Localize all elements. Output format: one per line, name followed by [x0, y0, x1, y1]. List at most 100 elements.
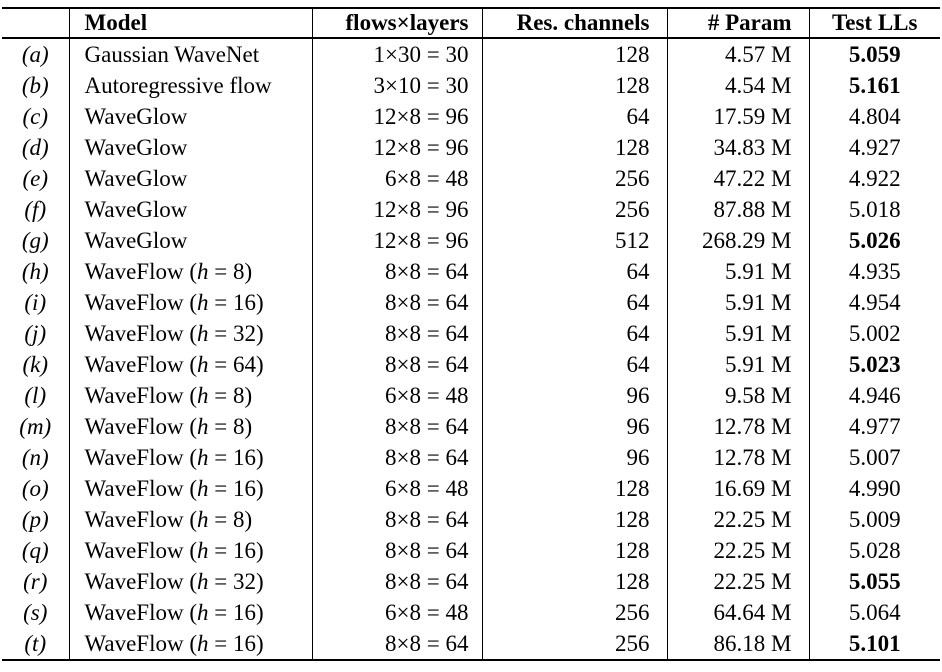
num-param-cell: 22.25 M [667, 566, 810, 597]
model-cell: WaveFlowh = 32 [69, 566, 313, 597]
model-name: WaveFlow [84, 630, 184, 656]
model-name: WaveGlow [84, 165, 188, 191]
flows-layers-cell: 6×8 = 48 [312, 473, 483, 504]
model-name: WaveGlow [84, 134, 188, 160]
res-channels-cell: 256 [482, 597, 668, 628]
model-param-group: h = 8 [184, 259, 253, 284]
model-param-value: = 32 [208, 320, 256, 346]
num-param-cell: 5.91 M [667, 318, 810, 349]
num-param-cell: 5.91 M [667, 349, 810, 380]
model-param-var: h [197, 599, 209, 625]
test-ll-cell: 5.028 [848, 537, 901, 563]
model-name: WaveFlow [84, 320, 184, 346]
num-param-cell: 22.25 M [667, 504, 810, 535]
model-cell: WaveFlowh = 16 [69, 628, 313, 660]
flows-layers-cell: 12×8 = 96 [312, 194, 483, 225]
model-param-var: h [197, 289, 209, 315]
model-cell: WaveFlowh = 32 [69, 318, 313, 349]
row-label-cell: (c) [2, 101, 70, 132]
model-param-group: h = 8 [184, 507, 253, 532]
row-label-cell: (b) [2, 70, 70, 101]
test-ll-cell: 4.922 [848, 165, 901, 191]
row-label-cell: (l) [2, 380, 70, 411]
table-row: (c) WaveGlow 12×8 = 96 64 17.59 M 4.804 [2, 101, 940, 132]
res-channels-cell: 64 [482, 287, 668, 318]
model-name: Gaussian WaveNet [84, 41, 260, 67]
model-name: WaveGlow [84, 227, 188, 253]
model-param-group: h = 64 [184, 352, 264, 377]
model-param-group: h = 8 [184, 414, 253, 439]
model-cell: WaveFlowh = 8 [69, 504, 313, 535]
row-label-cell: (r) [2, 566, 70, 597]
model-cell: WaveFlowh = 8 [69, 411, 313, 442]
flows-layers-cell: 6×8 = 48 [312, 380, 483, 411]
row-label-cell: (f) [2, 194, 70, 225]
res-channels-cell: 256 [482, 194, 668, 225]
res-channels-cell: 128 [482, 132, 668, 163]
res-channels-cell: 128 [482, 566, 668, 597]
model-param-value: = 8 [208, 506, 245, 532]
num-param-cell: 64.64 M [667, 597, 810, 628]
row-label-cell: (n) [2, 442, 70, 473]
res-channels-cell: 96 [482, 380, 668, 411]
res-channels-cell: 64 [482, 256, 668, 287]
res-channels-cell: 128 [482, 70, 668, 101]
test-ll-cell: 5.026 [848, 227, 901, 253]
test-ll-cell: 5.023 [848, 351, 901, 377]
res-channels-cell: 256 [482, 628, 668, 660]
model-param-var: h [197, 568, 209, 594]
model-cell: WaveGlow [69, 132, 313, 163]
row-label-cell: (o) [2, 473, 70, 504]
test-ll-cell: 5.059 [848, 41, 901, 67]
model-cell: WaveFlowh = 8 [69, 256, 313, 287]
num-param-cell: 12.78 M [667, 411, 810, 442]
res-channels-cell: 512 [482, 225, 668, 256]
row-label-cell: (p) [2, 504, 70, 535]
model-param-var: h [197, 413, 209, 439]
flows-layers-cell: 6×8 = 48 [312, 597, 483, 628]
num-param-cell: 9.58 M [667, 380, 810, 411]
model-param-value: = 32 [208, 568, 256, 594]
res-channels-cell: 256 [482, 163, 668, 194]
flows-layers-cell: 8×8 = 64 [312, 442, 483, 473]
res-channels-cell: 128 [482, 535, 668, 566]
flows-layers-cell: 12×8 = 96 [312, 132, 483, 163]
col-header-index [2, 8, 70, 39]
test-ll-cell: 5.007 [848, 444, 901, 470]
model-name: WaveFlow [84, 444, 184, 470]
flows-layers-cell: 8×8 = 64 [312, 287, 483, 318]
model-name: WaveFlow [84, 289, 184, 315]
res-channels-cell: 96 [482, 442, 668, 473]
model-name: WaveFlow [84, 382, 184, 408]
num-param-cell: 17.59 M [667, 101, 810, 132]
test-ll-cell: 4.804 [848, 103, 901, 129]
num-param-cell: 86.18 M [667, 628, 810, 660]
row-label-cell: (i) [2, 287, 70, 318]
row-label-cell: (d) [2, 132, 70, 163]
row-label-cell: (m) [2, 411, 70, 442]
table-body: (a) Gaussian WaveNet 1×30 = 30 128 4.57 M 5.0… [2, 38, 940, 660]
model-name: WaveFlow [84, 351, 184, 377]
model-param-group: h = 16 [184, 631, 264, 656]
flows-layers-cell: 8×8 = 64 [312, 318, 483, 349]
model-param-var: h [197, 475, 209, 501]
model-cell: WaveGlow [69, 194, 313, 225]
test-ll-cell: 4.935 [848, 258, 901, 284]
num-param-cell: 4.57 M [667, 38, 810, 70]
test-ll-cell: 4.954 [848, 289, 901, 315]
model-name: Autoregressive flow [84, 72, 272, 98]
col-header-flows-layers: flows×layers [312, 8, 483, 39]
row-label-cell: (k) [2, 349, 70, 380]
flows-layers-cell: 8×8 = 64 [312, 628, 483, 660]
model-param-group: h = 16 [184, 290, 264, 315]
model-param-value: = 16 [208, 289, 256, 315]
model-name: WaveGlow [84, 196, 188, 222]
model-param-var: h [197, 630, 209, 656]
